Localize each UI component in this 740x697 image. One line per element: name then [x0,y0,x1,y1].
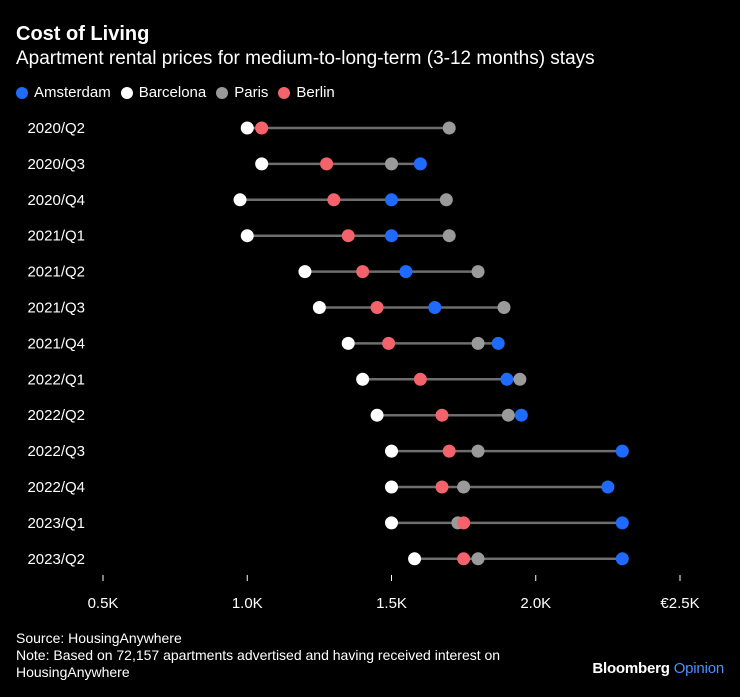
legend-dot-barcelona [120,86,133,99]
point-barcelona-2023-q2 [408,552,422,566]
x-tick-label-2: 1.5K [376,595,407,612]
point-berlin-2021-q3 [370,301,384,314]
legend-label-barcelona: Barcelona [138,84,207,101]
row-label-2021-q4: 2021/Q4 [27,335,85,352]
row-label-2022-q1: 2022/Q1 [27,371,85,388]
chart-title: Cost of Living [16,23,150,45]
point-barcelona-2020-q3 [255,157,269,171]
row-label-2022-q4: 2022/Q4 [27,479,85,496]
row-label-2020-q4: 2020/Q4 [27,192,85,209]
legend-item-berlin: Berlin [278,84,335,101]
footer: Source: HousingAnywhere Note: Based on 7… [16,630,576,681]
point-berlin-2020-q4 [327,193,341,207]
dumbbell-chart: 0.5K 1.0K 1.5K 2.0K €2.5K 2020/Q2 2020/Q3 2020/… [27,120,699,612]
row-label-2023-q1: 2023/Q1 [27,515,85,532]
row-label-2021-q1: 2021/Q1 [27,228,85,245]
row-label-2021-q3: 2021/Q3 [27,300,85,317]
legend-dot-paris [216,86,229,99]
point-amsterdam-2021-q4 [491,336,505,350]
legend-item-paris: Paris [216,84,268,101]
point-amsterdam-2022-q4 [601,480,615,494]
point-barcelona-2020-q4 [233,193,247,207]
row-label-2022-q2: 2022/Q2 [27,407,85,424]
legend-item-amsterdam: Amsterdam [16,84,111,101]
point-barcelona-2022-q1 [356,372,370,386]
point-berlin-2021-q1 [341,229,355,243]
x-tick-label-1: 1.0K [232,595,263,612]
point-berlin-2022-q2 [435,408,449,422]
point-berlin-2020-q2 [255,121,269,135]
point-amsterdam-2021-q1 [385,229,398,243]
point-berlin-2020-q3 [320,157,334,171]
point-barcelona-2020-q2 [240,121,254,135]
point-amsterdam-2023-q2 [615,552,629,566]
point-amsterdam-2020-q4 [385,193,398,207]
row-label-2020-q2: 2020/Q2 [27,120,85,137]
point-amsterdam-2021-q2 [399,265,413,279]
brand-name: Bloomberg [592,660,670,677]
point-amsterdam-2021-q3 [428,301,442,314]
point-barcelona-2023-q1 [385,516,398,530]
legend-label-amsterdam: Amsterdam [34,84,111,101]
point-paris-2023-q2 [471,552,485,566]
legend-label-paris: Paris [234,84,269,101]
point-amsterdam-2022-q1 [500,372,514,386]
legend-label-berlin: Berlin [296,84,335,101]
bloomberg-opinion-logo: Bloomberg Opinion [592,660,724,677]
brand-suffix: Opinion [673,660,725,677]
point-berlin-2022-q3 [442,444,456,458]
point-paris-2021-q4 [471,336,485,350]
point-barcelona-2022-q3 [385,444,398,458]
point-paris-2021-q3 [497,301,511,314]
point-barcelona-2022-q2 [370,408,384,422]
x-tick-label-4: €2.5K [660,595,699,612]
point-barcelona-2021-q2 [298,265,312,279]
source-note: Source: HousingAnywhere [16,630,182,646]
point-berlin-2021-q2 [356,265,370,279]
point-barcelona-2021-q1 [240,229,254,243]
point-paris-2022-q1 [513,372,527,386]
chart-subtitle: Apartment rental prices for medium-to-lo… [16,48,595,69]
x-tick-label-0: 0.5K [88,595,119,612]
row-label-2020-q3: 2020/Q3 [27,156,85,173]
point-paris-2020-q2 [442,121,456,135]
point-paris-2022-q4 [457,480,471,494]
row-label-2021-q2: 2021/Q2 [27,264,85,281]
x-tick-label-3: 2.0K [520,595,551,612]
point-amsterdam-2020-q3 [413,157,427,171]
point-berlin-2022-q4 [435,480,449,494]
point-barcelona-2021-q4 [341,336,355,350]
legend-dot-berlin [278,86,291,99]
legend-dot-amsterdam [16,86,28,99]
point-amsterdam-2023-q1 [615,516,629,530]
row-label-2022-q3: 2022/Q3 [27,443,85,460]
point-paris-2021-q1 [442,229,456,243]
point-paris-2022-q2 [501,408,515,422]
point-berlin-2023-q1 [457,516,471,530]
point-berlin-2021-q4 [382,336,396,350]
legend: Amsterdam Barcelona Paris Berlin [16,84,345,101]
point-barcelona-2022-q4 [385,480,398,494]
point-paris-2020-q3 [385,157,398,171]
methodology-note: Note: Based on 72,157 apartments adverti… [16,647,501,680]
point-berlin-2022-q1 [413,372,427,386]
point-paris-2020-q4 [439,193,453,207]
point-amsterdam-2022-q2 [514,408,528,422]
point-barcelona-2021-q3 [312,301,326,314]
point-paris-2022-q3 [471,444,485,458]
legend-item-barcelona: Barcelona [120,84,207,101]
point-paris-2021-q2 [471,265,485,279]
row-label-2023-q2: 2023/Q2 [27,551,85,568]
point-amsterdam-2022-q3 [615,444,629,458]
point-berlin-2023-q2 [457,552,471,566]
